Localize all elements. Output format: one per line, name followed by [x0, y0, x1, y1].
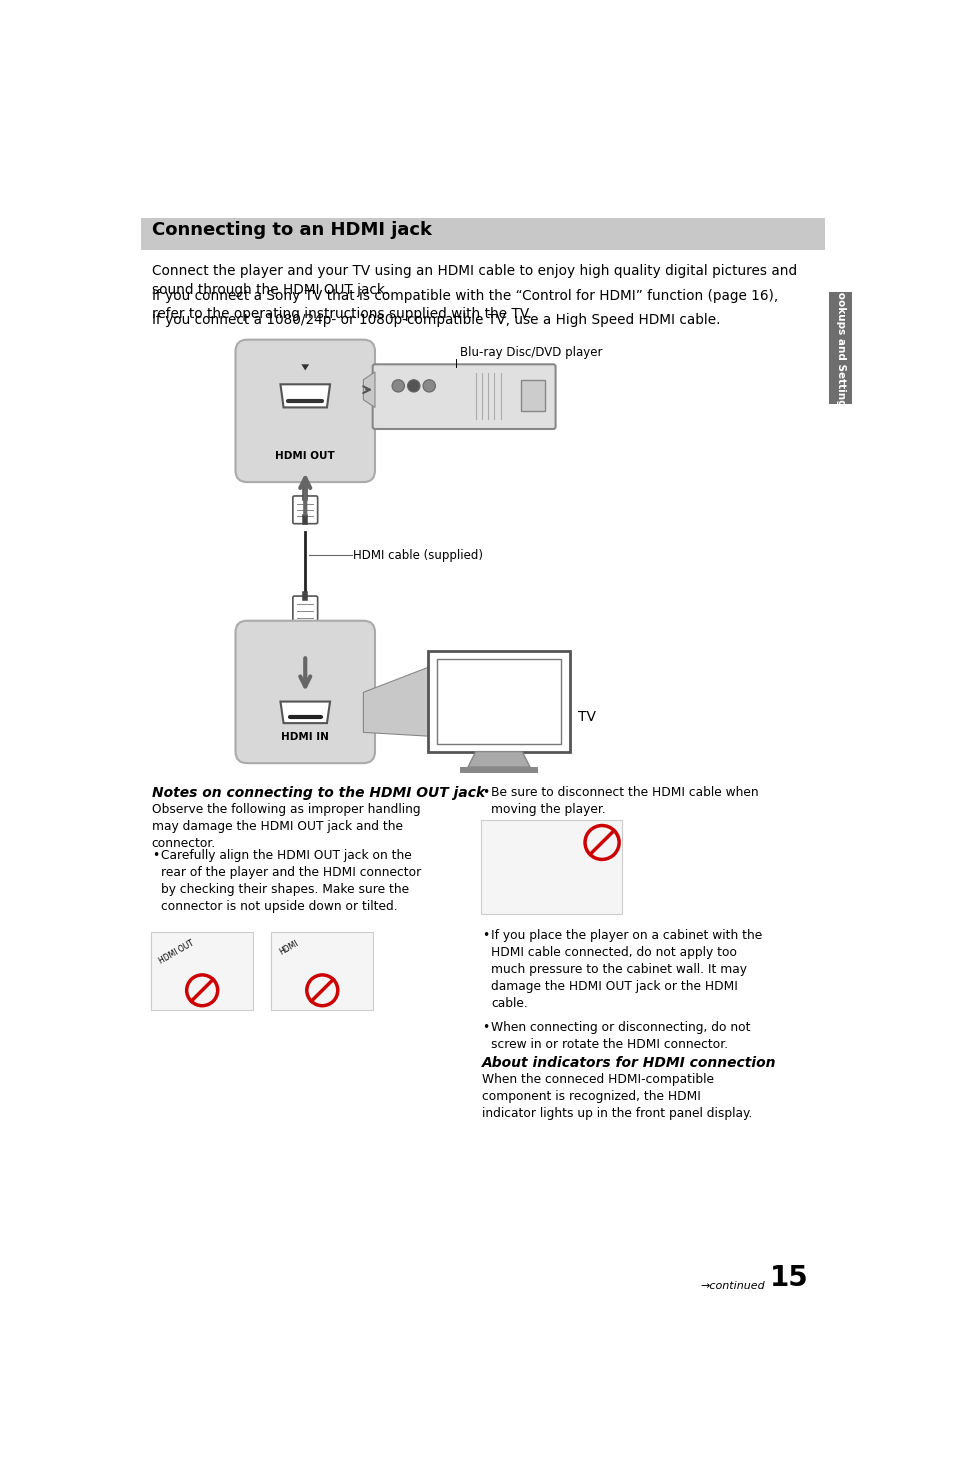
FancyBboxPatch shape [235, 621, 375, 764]
Text: •: • [481, 1022, 489, 1034]
Text: TV: TV [578, 710, 596, 724]
Polygon shape [280, 384, 330, 408]
Text: Notes on connecting to the HDMI OUT jack: Notes on connecting to the HDMI OUT jack [152, 786, 484, 801]
FancyBboxPatch shape [480, 820, 621, 914]
Circle shape [392, 380, 404, 392]
FancyBboxPatch shape [151, 931, 253, 1010]
Text: Be sure to disconnect the HDMI cable when
moving the player.: Be sure to disconnect the HDMI cable whe… [491, 786, 758, 816]
Text: •: • [481, 786, 489, 799]
Polygon shape [363, 372, 375, 408]
Polygon shape [363, 667, 429, 736]
Text: If you connect a Sony TV that is compatible with the “Control for HDMI” function: If you connect a Sony TV that is compati… [152, 289, 778, 322]
Text: •: • [152, 850, 159, 863]
Circle shape [422, 380, 435, 392]
FancyBboxPatch shape [373, 365, 555, 429]
Bar [459, 767, 537, 773]
Bar [436, 660, 560, 744]
FancyBboxPatch shape [428, 651, 569, 752]
FancyBboxPatch shape [521, 380, 544, 411]
Text: Connect the player and your TV using an HDMI cable to enjoy high quality digital: Connect the player and your TV using an … [152, 264, 796, 297]
Polygon shape [280, 701, 330, 724]
Polygon shape [301, 365, 309, 371]
Bar [828, 292, 852, 403]
Text: When the conneced HDMI-compatible
component is recognized, the HDMI
indicator li: When the conneced HDMI-compatible compon… [481, 1072, 752, 1120]
Circle shape [407, 380, 419, 392]
Text: HDMI: HDMI [278, 939, 300, 957]
Text: Observe the following as improper handling
may damage the HDMI OUT jack and the
: Observe the following as improper handli… [152, 804, 420, 850]
Text: About indicators for HDMI connection: About indicators for HDMI connection [481, 1056, 776, 1069]
Bar [141, 218, 823, 251]
Text: 15: 15 [769, 1264, 808, 1292]
Text: If you place the player on a cabinet with the
HDMI cable connected, do not apply: If you place the player on a cabinet wit… [491, 928, 761, 1010]
Text: If you connect a 1080/24p- or 1080p-compatible TV, use a High Speed HDMI cable.: If you connect a 1080/24p- or 1080p-comp… [152, 313, 720, 328]
FancyBboxPatch shape [293, 495, 317, 523]
Text: →continued: →continued [700, 1281, 764, 1290]
FancyBboxPatch shape [235, 340, 375, 482]
Text: Hookups and Settings: Hookups and Settings [835, 283, 845, 412]
Text: HDMI OUT: HDMI OUT [275, 451, 335, 461]
FancyBboxPatch shape [271, 931, 373, 1010]
Text: Blu-ray Disc/DVD player: Blu-ray Disc/DVD player [459, 346, 602, 359]
Polygon shape [468, 752, 530, 767]
Text: HDMI OUT: HDMI OUT [158, 939, 196, 965]
Text: HDMI IN: HDMI IN [281, 733, 329, 743]
FancyBboxPatch shape [293, 596, 317, 626]
Text: •: • [481, 928, 489, 942]
Text: When connecting or disconnecting, do not
screw in or rotate the HDMI connector.: When connecting or disconnecting, do not… [491, 1022, 750, 1051]
Text: Connecting to an HDMI jack: Connecting to an HDMI jack [152, 221, 432, 239]
Text: HDMI cable (supplied): HDMI cable (supplied) [353, 549, 483, 562]
Text: Carefully align the HDMI OUT jack on the
rear of the player and the HDMI connect: Carefully align the HDMI OUT jack on the… [161, 850, 421, 914]
